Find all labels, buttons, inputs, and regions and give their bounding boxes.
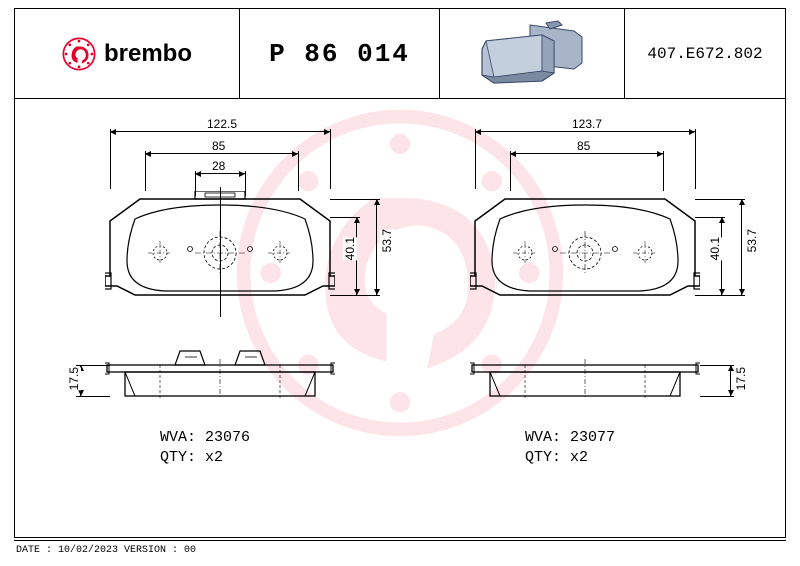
header-row: brembo P 86 014 407.E672.802 — [15, 9, 785, 99]
dim-height-total — [741, 199, 742, 295]
right-pad-front-svg — [470, 191, 700, 301]
dim-width-total — [110, 131, 330, 132]
dim-label: 17.5 — [734, 367, 748, 390]
ext-line — [663, 151, 664, 191]
ext-line — [695, 199, 745, 200]
left-pad-side-svg — [105, 349, 335, 404]
dim-label: 40.1 — [708, 237, 722, 260]
dim-label: 85 — [210, 139, 227, 153]
dim-label: 28 — [210, 159, 227, 173]
ext-line — [76, 396, 110, 397]
ext-line — [298, 151, 299, 191]
dim-label: 53.7 — [745, 229, 759, 252]
ext-line — [145, 151, 146, 191]
dim-label: 40.1 — [343, 237, 357, 260]
header-code-cell: 407.E672.802 — [625, 9, 785, 98]
ext-line — [110, 129, 111, 189]
left-qty-text: QTY: x2 — [160, 449, 223, 466]
footer-date-version: DATE : 10/02/2023 VERSION : 00 — [16, 545, 196, 556]
dim-side-height — [730, 365, 731, 396]
ext-line — [330, 199, 380, 200]
technical-drawing-area: 122.5 85 28 — [15, 99, 785, 537]
header-logo-cell: brembo — [15, 9, 240, 98]
right-qty-text: QTY: x2 — [525, 449, 588, 466]
ext-line — [330, 129, 331, 189]
ext-line — [700, 396, 734, 397]
dim-width-mid — [145, 153, 298, 154]
dim-label: 17.5 — [67, 367, 81, 390]
ext-line — [475, 129, 476, 189]
ext-line — [330, 295, 380, 296]
left-wva-text: WVA: 23076 — [160, 429, 250, 446]
drawing-frame: brembo P 86 014 407.E672.802 — [14, 8, 786, 538]
ext-line — [510, 151, 511, 191]
product-code: 407.E672.802 — [647, 45, 762, 63]
ext-line — [695, 295, 745, 296]
ext-line — [695, 129, 696, 189]
dim-label: 85 — [575, 139, 592, 153]
dim-height-total — [376, 199, 377, 295]
dim-width-total — [475, 131, 695, 132]
dim-label: 122.5 — [205, 117, 239, 131]
right-wva-text: WVA: 23077 — [525, 429, 615, 446]
part-number: P 86 014 — [269, 39, 410, 69]
brand-name: brembo — [104, 40, 192, 68]
product-3d-render — [472, 19, 592, 89]
dim-width-top — [195, 173, 245, 174]
dim-label: 123.7 — [570, 117, 604, 131]
footer-divider — [14, 540, 786, 541]
right-pad-side-svg — [470, 349, 700, 404]
brembo-logo-icon — [62, 37, 96, 71]
dim-label: 53.7 — [380, 229, 394, 252]
header-partnum-cell: P 86 014 — [240, 9, 440, 98]
dim-width-mid — [510, 153, 663, 154]
centerline — [220, 187, 221, 317]
header-render-cell — [440, 9, 625, 98]
